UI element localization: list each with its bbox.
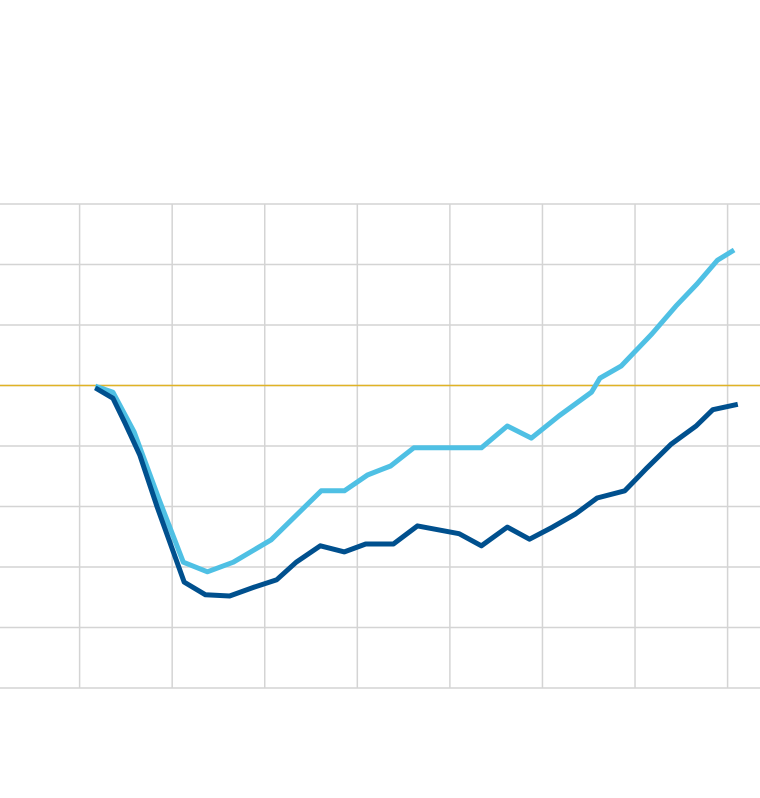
data-line bbox=[94, 385, 739, 599]
data-line bbox=[94, 247, 736, 575]
